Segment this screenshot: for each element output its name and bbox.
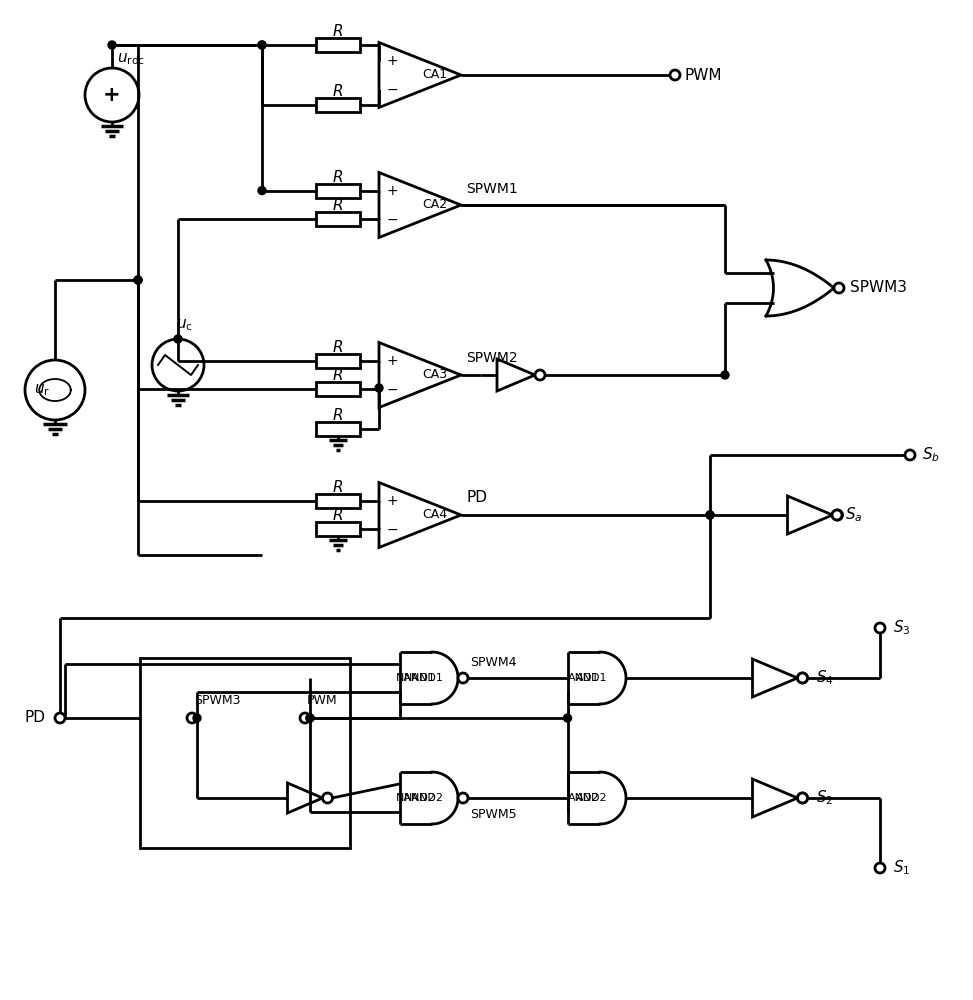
Circle shape xyxy=(458,673,468,683)
Circle shape xyxy=(174,335,182,343)
Circle shape xyxy=(258,41,266,49)
Text: AND1: AND1 xyxy=(568,673,599,683)
Bar xyxy=(316,184,360,198)
Circle shape xyxy=(798,673,808,683)
Circle shape xyxy=(833,510,843,520)
Text: −: − xyxy=(386,82,398,96)
Text: $R$: $R$ xyxy=(333,339,343,355)
Text: PWM: PWM xyxy=(307,694,338,706)
Text: NAND1: NAND1 xyxy=(396,673,436,683)
Text: +: + xyxy=(386,354,398,368)
Text: $R$: $R$ xyxy=(333,507,343,523)
Text: $R$: $R$ xyxy=(333,197,343,213)
Text: $R$: $R$ xyxy=(333,407,343,423)
Circle shape xyxy=(134,276,142,284)
Circle shape xyxy=(258,187,266,195)
Circle shape xyxy=(535,370,545,380)
Circle shape xyxy=(706,511,714,519)
Text: SPWM3: SPWM3 xyxy=(194,694,240,706)
Circle shape xyxy=(306,714,314,722)
Text: $R$: $R$ xyxy=(333,83,343,99)
Circle shape xyxy=(670,70,680,80)
Text: PD: PD xyxy=(466,490,487,506)
Circle shape xyxy=(375,384,383,392)
Text: $R$: $R$ xyxy=(333,169,343,185)
Text: $S_a$: $S_a$ xyxy=(845,506,862,524)
Text: SPWM3: SPWM3 xyxy=(850,280,907,296)
Text: −: − xyxy=(386,212,398,226)
Text: AND1: AND1 xyxy=(576,673,608,683)
Bar xyxy=(316,354,360,368)
Text: −: − xyxy=(386,382,398,396)
Circle shape xyxy=(706,511,714,519)
Bar xyxy=(316,494,360,508)
Circle shape xyxy=(306,714,314,722)
Text: $u_\mathrm{r}$: $u_\mathrm{r}$ xyxy=(34,382,50,398)
Text: $u_\mathrm{c}$: $u_\mathrm{c}$ xyxy=(176,317,193,333)
Circle shape xyxy=(322,793,333,803)
Text: CA3: CA3 xyxy=(422,368,448,381)
Text: $R$: $R$ xyxy=(333,23,343,39)
Text: −: − xyxy=(386,522,398,536)
Circle shape xyxy=(134,276,142,284)
Circle shape xyxy=(798,793,808,803)
Circle shape xyxy=(875,863,885,873)
Text: $u_\mathrm{rdc}$: $u_\mathrm{rdc}$ xyxy=(117,51,145,67)
Text: PD: PD xyxy=(25,710,46,726)
Bar xyxy=(316,382,360,396)
Text: CA2: CA2 xyxy=(422,198,448,212)
Bar xyxy=(316,38,360,52)
Text: PWM: PWM xyxy=(685,68,723,83)
Circle shape xyxy=(798,673,808,683)
Circle shape xyxy=(193,714,201,722)
Bar xyxy=(140,658,350,848)
Text: SPWM2: SPWM2 xyxy=(466,351,518,365)
Bar xyxy=(316,98,360,112)
Text: AND2: AND2 xyxy=(568,793,599,803)
Circle shape xyxy=(187,713,197,723)
Text: SPWM4: SPWM4 xyxy=(470,656,517,668)
Text: $R$: $R$ xyxy=(333,479,343,495)
Text: NAND1: NAND1 xyxy=(404,673,444,683)
Text: NAND2: NAND2 xyxy=(404,793,444,803)
Text: +: + xyxy=(386,494,398,508)
Circle shape xyxy=(108,41,116,49)
Text: $S_b$: $S_b$ xyxy=(922,446,940,464)
Text: +: + xyxy=(386,184,398,198)
Circle shape xyxy=(300,713,310,723)
Bar xyxy=(316,212,360,226)
Circle shape xyxy=(721,371,729,379)
Text: NAND2: NAND2 xyxy=(396,793,436,803)
Bar xyxy=(316,422,360,436)
Text: $R$: $R$ xyxy=(333,367,343,383)
Circle shape xyxy=(798,793,808,803)
Text: SPWM1: SPWM1 xyxy=(466,182,518,196)
Circle shape xyxy=(458,793,468,803)
Text: +: + xyxy=(103,85,121,105)
Bar xyxy=(316,522,360,536)
Text: +: + xyxy=(386,54,398,68)
Circle shape xyxy=(834,283,844,293)
Text: CA1: CA1 xyxy=(422,68,448,82)
Text: SPWM5: SPWM5 xyxy=(470,808,517,820)
Circle shape xyxy=(905,450,915,460)
Text: $S_4$: $S_4$ xyxy=(815,669,833,687)
Circle shape xyxy=(563,714,571,722)
Text: AND2: AND2 xyxy=(576,793,608,803)
Text: $S_3$: $S_3$ xyxy=(893,619,911,637)
Text: CA4: CA4 xyxy=(422,508,448,522)
Text: $S_2$: $S_2$ xyxy=(815,789,833,807)
Circle shape xyxy=(258,41,266,49)
Circle shape xyxy=(55,713,65,723)
Circle shape xyxy=(832,510,842,520)
Text: $S_1$: $S_1$ xyxy=(893,859,911,877)
Circle shape xyxy=(875,623,885,633)
